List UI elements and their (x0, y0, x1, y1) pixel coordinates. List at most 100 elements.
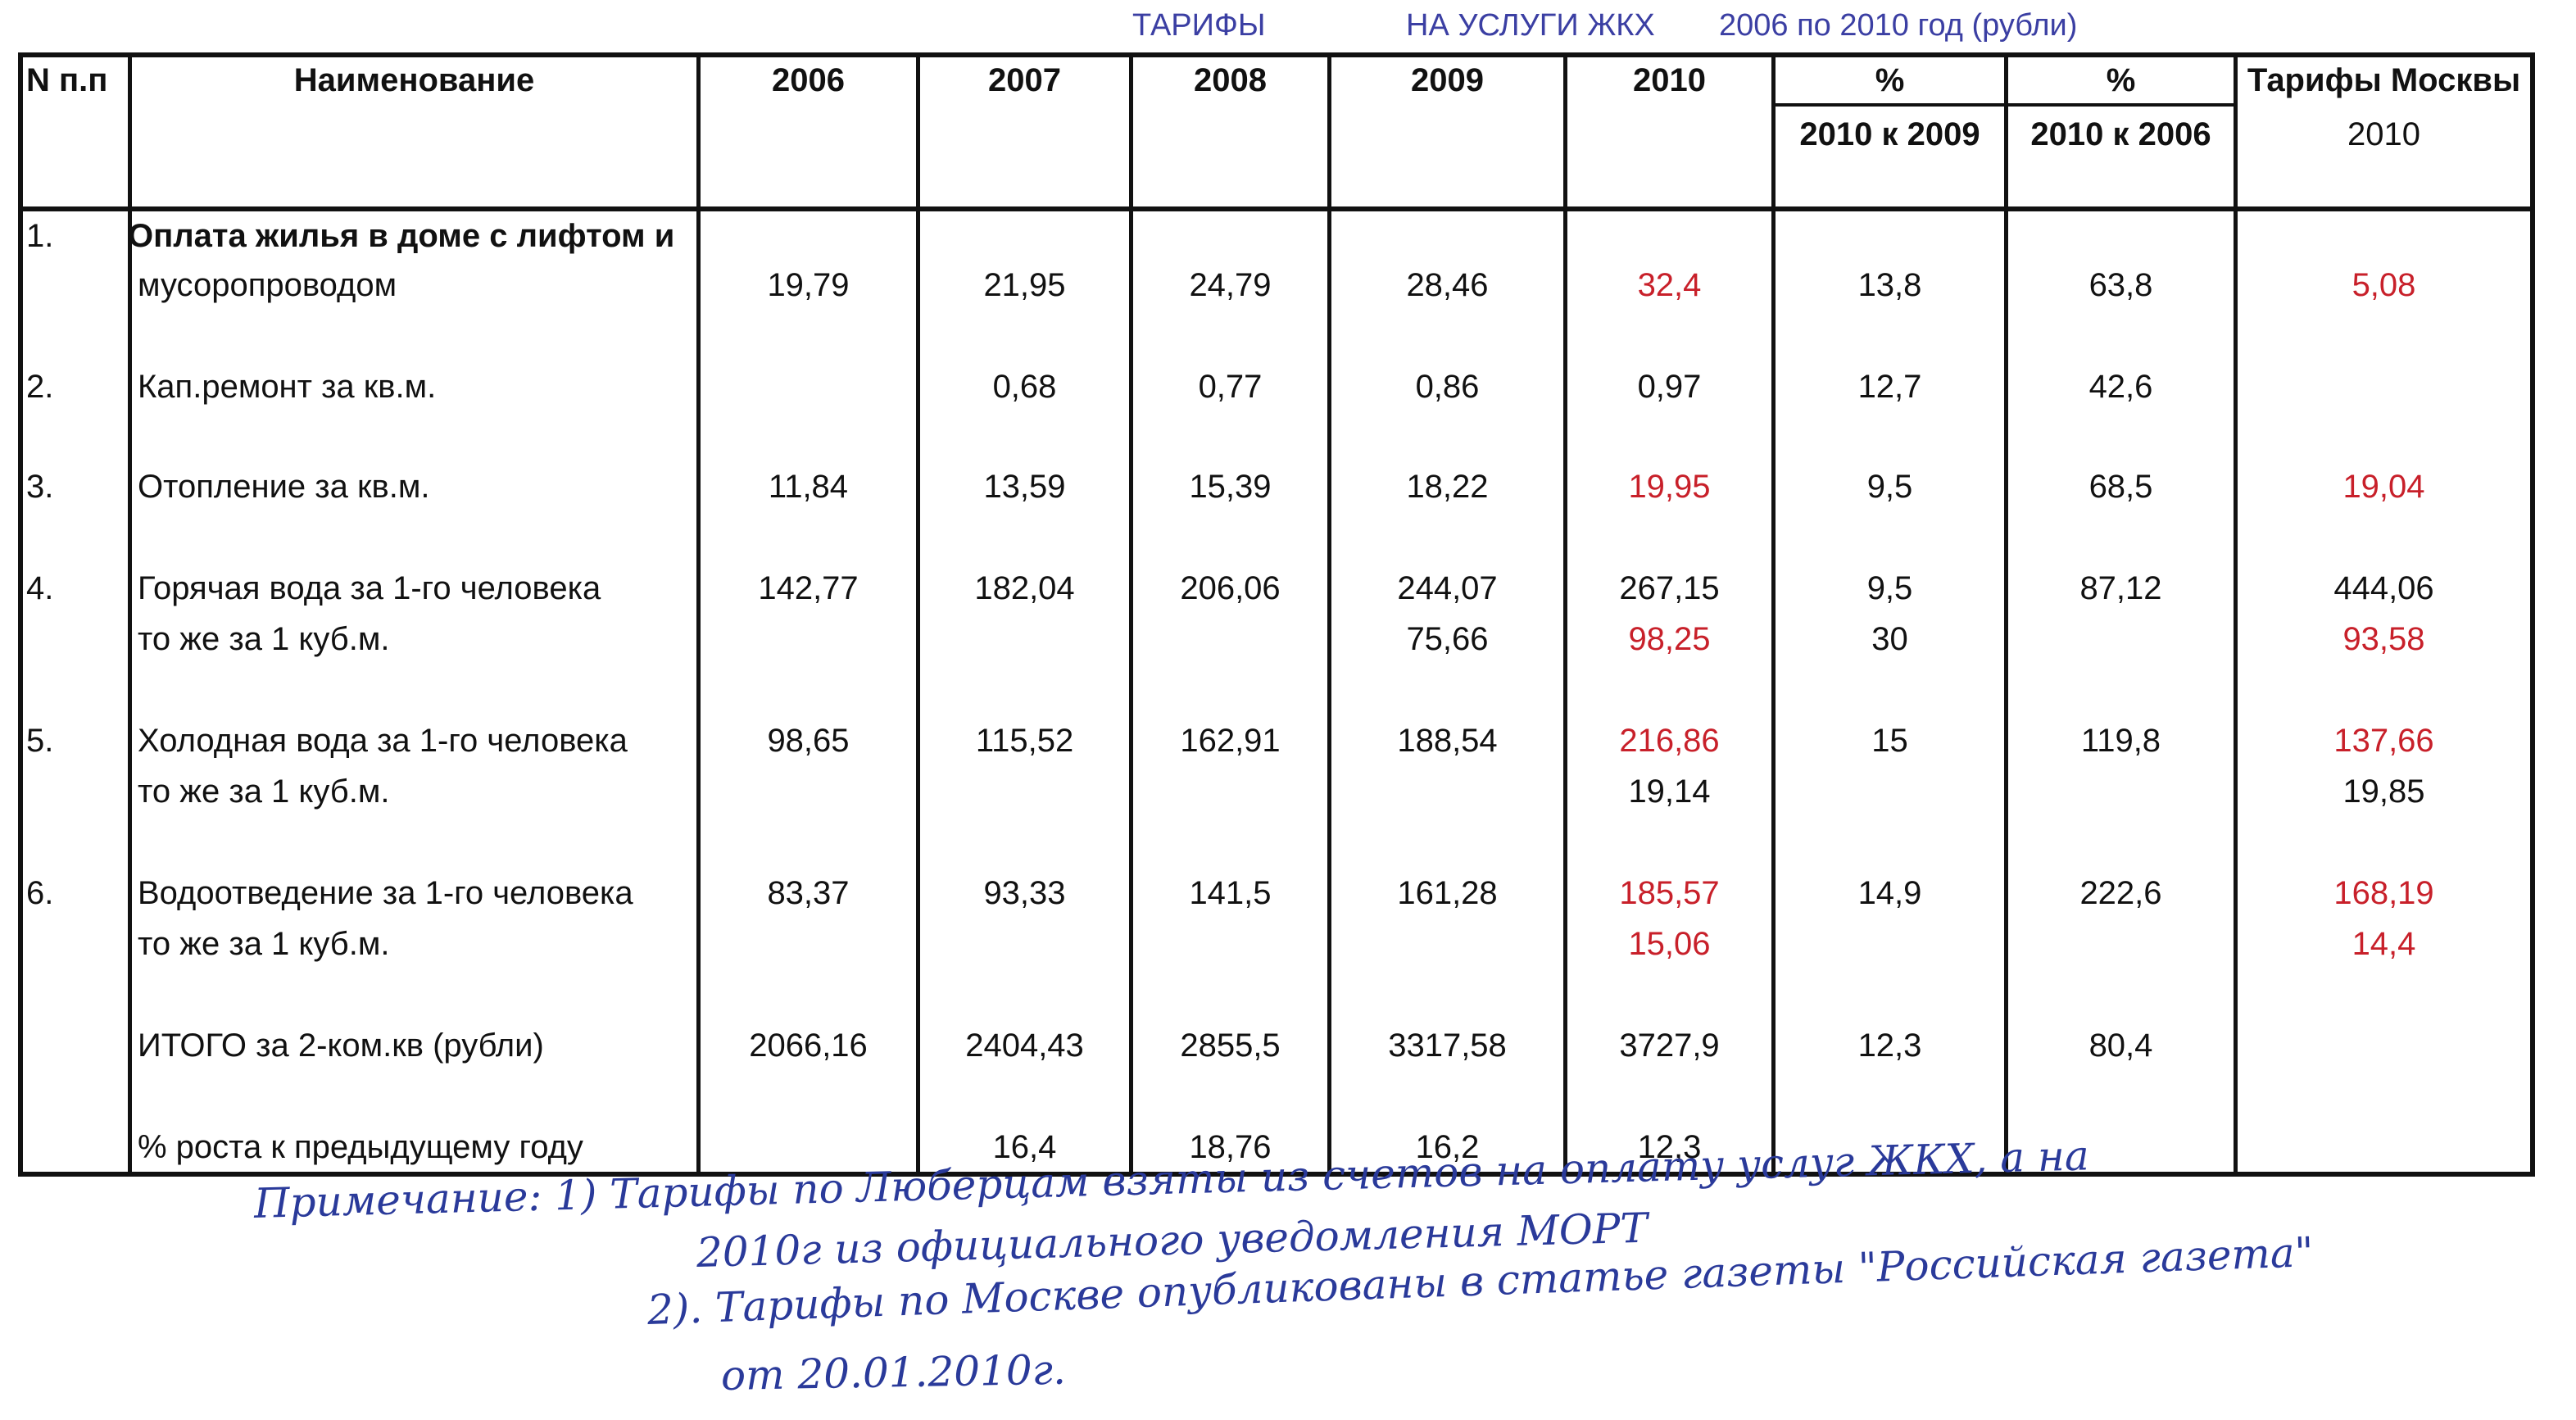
row-3-2010: 19,95 (1628, 469, 1711, 505)
row-5-name-line2: то же за 1 куб.м. (138, 774, 390, 810)
row-2-name: Кап.ремонт за кв.м. (138, 369, 437, 405)
row-1-name-line1: Оплата жилья в доме с лифтом и (128, 218, 675, 254)
total-2007: 2404,43 (965, 1028, 1084, 1064)
growth-2009: 16,2 (1415, 1129, 1480, 1165)
header-pct-2: % (2106, 62, 2136, 98)
row-6-2006: 83,37 (767, 875, 850, 911)
row-2-pct-2009: 12,7 (1857, 369, 1922, 405)
row-2-2010: 0,97 (1637, 369, 1702, 405)
row-5-2008: 162,91 (1180, 723, 1281, 759)
row-2-2008: 0,77 (1198, 369, 1263, 405)
title-part-years: 2006 по 2010 год (рубли) (1719, 8, 2078, 43)
col-divider (1771, 57, 1776, 1172)
header-moscow: Тарифы Москвы (2247, 62, 2521, 98)
row-4-moscow-m3: 93,58 (2342, 621, 2425, 657)
row-3-moscow: 19,04 (2342, 469, 2425, 505)
row-2-2009: 0,86 (1415, 369, 1480, 405)
growth-2008: 18,76 (1189, 1129, 1272, 1165)
row-5-2007: 115,52 (975, 723, 1074, 759)
row-5-pct-2006: 119,8 (2080, 723, 2161, 759)
row-6-num: 6. (26, 875, 54, 911)
row-6-moscow-person: 168,19 (2333, 875, 2434, 911)
header-2007: 2007 (988, 62, 1061, 98)
header-2009: 2009 (1411, 62, 1484, 98)
row-4-2008: 206,06 (1180, 570, 1281, 606)
growth-2010: 12,3 (1637, 1129, 1702, 1165)
row-4-moscow-person: 444,06 (2333, 570, 2434, 606)
row-3-num: 3. (26, 469, 54, 505)
row-5-num: 5. (26, 723, 54, 759)
tariffs-table: N п.п Наименование 2006 2007 2008 2009 2… (18, 52, 2535, 1177)
row-5-2010-m3: 19,14 (1628, 774, 1711, 810)
document-title: ТАРИФЫ НА УСЛУГИ ЖКХ 2006 по 2010 год (р… (0, 2, 2576, 49)
total-name: ИТОГО за 2-ком.кв (рубли) (138, 1028, 544, 1064)
row-3-2008: 15,39 (1189, 469, 1272, 505)
handwritten-note-line4: от 20.01.2010г. (720, 1345, 1067, 1400)
pct-header-divider (1771, 103, 2234, 107)
header-moscow-sub: 2010 (2347, 116, 2420, 152)
row-1-2008: 24,79 (1189, 267, 1272, 303)
col-divider (2004, 57, 2008, 1172)
row-5-2009: 188,54 (1397, 723, 1498, 759)
row-6-pct-2006: 222,6 (2079, 875, 2162, 911)
header-pct-1-sub: 2010 к 2009 (1799, 116, 1980, 152)
growth-2007: 16,4 (992, 1129, 1057, 1165)
total-pct-2009: 12,3 (1857, 1028, 1922, 1064)
row-4-pct-2006: 87,12 (2079, 570, 2162, 606)
row-4-2007: 182,04 (974, 570, 1075, 606)
col-divider (1129, 57, 1133, 1172)
row-1-2006: 19,79 (767, 267, 850, 303)
header-divider (23, 206, 2530, 211)
header-2006: 2006 (772, 62, 845, 98)
row-6-name-line1: Водоотведение за 1-го человека (138, 875, 633, 911)
row-3-pct-2009: 9,5 (1866, 469, 1913, 505)
header-2010: 2010 (1633, 62, 1706, 98)
row-5-moscow-person: 137,66 (2333, 723, 2434, 759)
row-6-moscow-m3: 14,4 (2352, 926, 2416, 962)
col-divider (1563, 57, 1567, 1172)
row-6-2010-person: 185,57 (1619, 875, 1720, 911)
row-1-2010: 32,4 (1637, 267, 1702, 303)
row-6-2008: 141,5 (1189, 875, 1272, 911)
row-4-pct-2009-m3: 30 (1871, 621, 1908, 657)
row-6-2007: 93,33 (983, 875, 1066, 911)
col-divider (1327, 57, 1331, 1172)
row-4-num: 4. (26, 570, 54, 606)
row-2-2007: 0,68 (992, 369, 1057, 405)
row-5-2010-person: 216,86 (1619, 723, 1720, 759)
row-2-num: 2. (26, 369, 54, 405)
row-4-name-line2: то же за 1 куб.м. (138, 621, 390, 657)
row-5-pct-2009: 15 (1871, 723, 1908, 759)
growth-name: % роста к предыдущему году (138, 1129, 583, 1165)
row-4-2006: 142,77 (758, 570, 859, 606)
header-pct-1: % (1875, 62, 1905, 98)
header-2008: 2008 (1194, 62, 1267, 98)
row-5-2006: 98,65 (767, 723, 850, 759)
title-part-tariffs: ТАРИФЫ (1132, 8, 1266, 43)
row-3-2007: 13,59 (983, 469, 1066, 505)
col-divider (2234, 57, 2238, 1172)
row-6-2010-m3: 15,06 (1628, 926, 1711, 962)
row-6-pct-2009: 14,9 (1857, 875, 1922, 911)
header-name: Наименование (293, 62, 535, 98)
row-5-moscow-m3: 19,85 (2342, 774, 2425, 810)
col-divider (128, 57, 132, 1172)
row-1-pct-2006: 63,8 (2088, 267, 2153, 303)
row-2-pct-2006: 42,6 (2088, 369, 2153, 405)
row-4-2009-m3: 75,66 (1406, 621, 1489, 657)
row-3-2006: 11,84 (768, 469, 849, 505)
row-6-2009: 161,28 (1397, 875, 1498, 911)
row-1-2007: 21,95 (983, 267, 1066, 303)
row-3-name: Отопление за кв.м. (138, 469, 430, 505)
total-2008: 2855,5 (1180, 1028, 1281, 1064)
title-part-services: НА УСЛУГИ ЖКХ (1406, 8, 1655, 43)
row-3-pct-2006: 68,5 (2088, 469, 2153, 505)
row-1-pct-2009: 13,8 (1857, 267, 1922, 303)
col-divider (916, 57, 920, 1172)
row-4-name-line1: Горячая вода за 1-го человека (138, 570, 601, 606)
row-1-2009: 28,46 (1406, 267, 1489, 303)
row-4-2010-m3: 98,25 (1628, 621, 1711, 657)
total-pct-2006: 80,4 (2088, 1028, 2153, 1064)
header-num: N п.п (26, 62, 108, 98)
row-1-name-line2: мусоропроводом (138, 267, 397, 303)
